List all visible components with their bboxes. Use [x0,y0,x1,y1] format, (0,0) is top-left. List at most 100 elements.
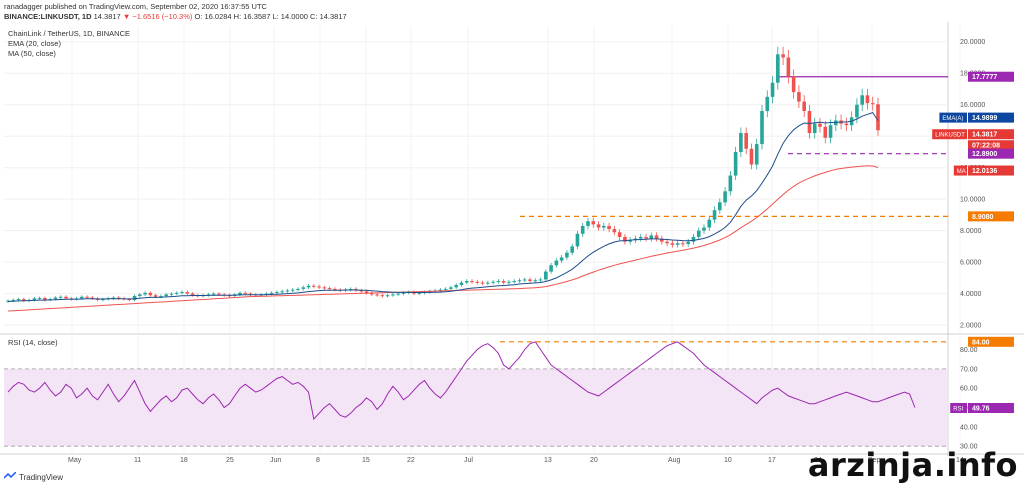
orange-level-label-value-bg [968,211,1014,222]
candle-body [855,104,859,118]
candle-body [617,232,622,237]
candle-body [586,221,590,226]
candle-body [644,236,648,239]
candle-body [549,265,553,272]
last-price-label-value-bg [968,129,1014,140]
candle-body [718,202,722,211]
time-tick-label: 17 [768,457,776,464]
candle-body [491,281,495,283]
rsi-tick-label: 40.00 [960,424,978,431]
candle-body [591,221,596,225]
candle-body [174,292,179,294]
candle-body [670,243,675,245]
rsi-line [7,341,916,421]
time-tick-label: May [68,457,82,464]
countdown-label-value: 07:22:08 [972,143,1000,150]
candle-body [486,282,490,284]
ema-label-value: 14.9899 [972,115,997,122]
candle-body [723,191,727,203]
candle-body [417,292,422,294]
candle-body [153,295,158,297]
candle-body [111,297,116,299]
price-tick-label: 8.0000 [960,228,982,235]
candle-body [185,292,190,294]
candle-body [870,103,875,105]
support-label-value: 12.8900 [972,151,997,158]
rsi-value-label-value-bg [968,402,1014,413]
rsi-value-label-tag: RSI [953,406,963,412]
candle-body [211,293,216,295]
countdown-label-value-bg [968,140,1014,151]
support-label: 12.8900 [968,148,1014,159]
candle-body [470,281,474,283]
candle-body [760,111,764,145]
watermark: arzinja.info [807,446,1018,484]
rsi-value-label-tag-bg [950,402,967,413]
candle-body [454,284,458,288]
time-tick-label: 22 [407,457,415,464]
ema-label-value-bg [968,112,1014,123]
candle-body [459,282,464,285]
candle-body [628,240,632,242]
candle-body [80,296,84,299]
resistance-label-value: 17.7777 [972,74,997,81]
price-tick-label: 20.0000 [960,39,985,46]
candle-body [828,125,833,138]
time-tick-label: Jul [464,457,473,464]
tradingview-logo[interactable]: TradingView [3,471,64,482]
rsi-value-label-value: 49.76 [972,405,990,412]
candle-body [818,123,822,127]
price-tick-label: 10.0000 [960,197,985,204]
ma-line [7,165,879,312]
candle-body [190,293,195,296]
candle-body [64,296,68,299]
candle-body [702,227,706,231]
candle-body [686,241,690,245]
candle-body [580,225,585,234]
main-pane [0,24,1024,335]
candle-body [733,151,738,176]
candle-body [654,235,659,239]
candle-body [575,233,580,247]
candle-body [802,101,806,112]
candle-body [544,271,548,280]
orange-level-label: 8.9080 [968,211,1014,222]
resistance-label: 17.7777 [968,71,1014,82]
ma-legend: MA (50, close) [8,49,56,58]
candle-body [16,299,21,301]
candle-body [312,285,316,287]
candle-body [623,236,627,242]
candle-body [380,295,385,297]
time-tick-label: 13 [544,457,552,464]
rsi-level-label-value: 84.00 [972,339,990,346]
candle-body [860,95,864,105]
candle-body [754,144,759,165]
candle-body [844,123,849,126]
last-value: 14.3817 [93,12,121,21]
candle-body [480,282,485,284]
header-info: ranadagger published on TradingView.com,… [4,2,347,22]
candle-body [364,291,369,293]
publisher-line: ranadagger published on TradingView.com,… [4,2,267,11]
candle-body [217,293,221,295]
tradingview-brand: TradingView [19,472,64,482]
ema-label-tag-bg [939,112,967,123]
rsi-tick-label: 30.00 [960,444,978,451]
candle-body [744,133,748,149]
candle-body [707,219,712,228]
rsi-tick-label: 70.00 [960,366,978,373]
candle-body [22,299,26,301]
candle-body [665,241,669,244]
time-tick-label: 10 [724,457,732,464]
change-value: ▼ −1.6516 (−10.3%) [122,12,193,21]
candle-body [359,290,364,292]
candle-body [781,54,785,58]
candle-body [391,294,395,296]
time-tick-label: 20 [590,457,598,464]
last-price-label-tag: LINKUSDT [935,133,965,139]
time-tick-label: 24 [814,457,822,464]
candle-body [812,123,817,134]
candle-body [58,296,63,298]
rsi-level-label-value-bg [968,336,1014,347]
